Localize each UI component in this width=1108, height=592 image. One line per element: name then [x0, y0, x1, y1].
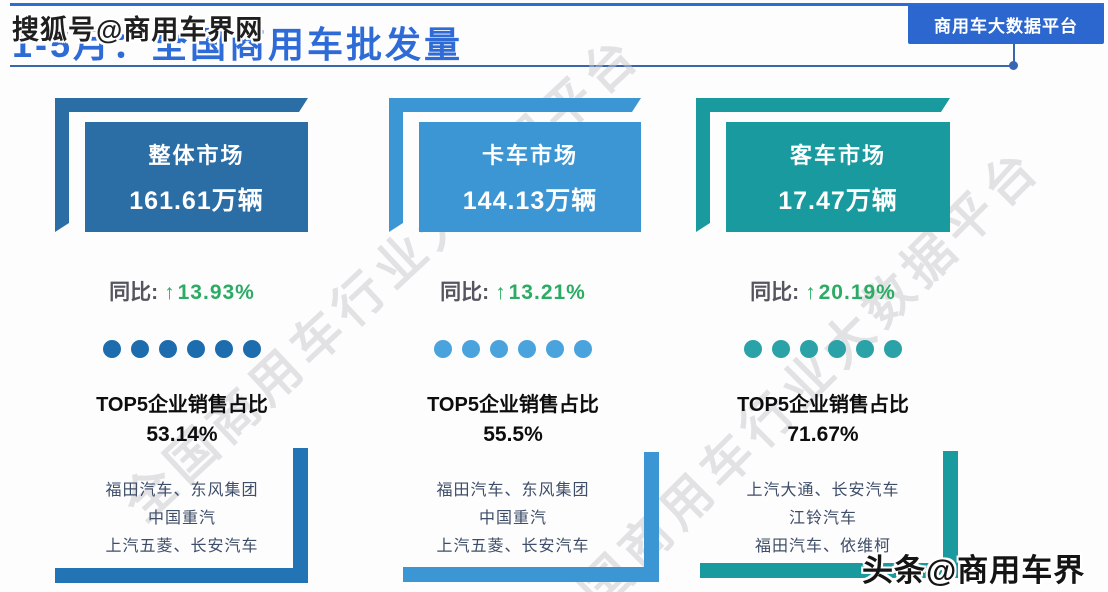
dot-icon: [462, 340, 480, 358]
top5-company-list: 上汽大通、长安汽车 江铃汽车 福田汽车、依维柯: [673, 477, 973, 561]
dot-icon: [103, 340, 121, 358]
platform-badge: 商用车大数据平台: [908, 5, 1104, 44]
column-truck: 同比: ↑ 13.21% TOP5企业销售占比 55.5% 福田汽车、东风集团 中国…: [363, 0, 663, 592]
market-name: 整体市场: [148, 142, 245, 168]
dot-icon: [490, 340, 508, 358]
top5-label: TOP5企业销售占比: [96, 394, 268, 416]
company-line: 福田汽车、东风集团: [436, 482, 590, 499]
top5-share: TOP5企业销售占比 71.67%: [673, 391, 973, 449]
yoy-row: 同比: ↑ 13.21%: [363, 276, 663, 306]
top5-value: 55.5%: [483, 423, 543, 446]
up-arrow-icon: ↑: [164, 281, 175, 304]
top-border-line: [10, 3, 1104, 6]
dot-icon: [243, 340, 261, 358]
dot-icon: [434, 340, 452, 358]
dot-icon: [828, 340, 846, 358]
bracket-right-bar: [644, 452, 659, 582]
dot-icon: [800, 340, 818, 358]
bracket-right-bar: [293, 448, 308, 583]
top5-company-list: 福田汽车、东风集团 中国重汽 上汽五菱、长安汽车: [363, 477, 663, 561]
dot-icon: [884, 340, 902, 358]
dot-icon: [518, 340, 536, 358]
watermark-souhu: 搜狐号@商用车界网: [12, 15, 264, 45]
market-card-truck: 卡车市场 144.13万辆: [389, 98, 641, 232]
column-bus: 同比: ↑ 20.19% TOP5企业销售占比 71.67% 上汽大通、长安汽车 江…: [673, 0, 973, 592]
market-volume: 144.13万辆: [462, 186, 598, 215]
yoy-label: 同比:: [750, 281, 800, 304]
dot-separator: [32, 340, 332, 358]
dot-separator: [673, 340, 973, 358]
company-line: 中国重汽: [478, 510, 547, 527]
market-volume: 161.61万辆: [129, 186, 264, 215]
company-line: 上汽五菱、长安汽车: [105, 538, 259, 555]
card-frame-top: [55, 98, 308, 112]
market-name: 客车市场: [789, 142, 886, 168]
title-underline: [10, 65, 1015, 67]
yoy-row: 同比: ↑ 20.19%: [673, 276, 973, 306]
card-body: 卡车市场 144.13万辆: [419, 122, 641, 232]
market-card-overall: 整体市场 161.61万辆: [55, 98, 308, 232]
card-frame-left: [55, 98, 69, 232]
corner-bracket-overall: [55, 448, 308, 583]
bracket-right-bar: [943, 451, 958, 578]
bracket-bottom-bar: [700, 563, 958, 578]
top5-value: 71.67%: [787, 423, 859, 446]
dot-icon: [574, 340, 592, 358]
yoy-row: 同比: ↑ 13.93%: [32, 276, 332, 306]
company-line: 福田汽车、依维柯: [754, 538, 891, 555]
dot-icon: [159, 340, 177, 358]
top5-company-list: 福田汽车、东风集团 中国重汽 上汽五菱、长安汽车: [32, 477, 332, 561]
dot-icon: [772, 340, 790, 358]
yoy-label: 同比:: [440, 281, 490, 304]
card-frame-top: [389, 98, 641, 112]
dot-icon: [215, 340, 233, 358]
up-arrow-icon: ↑: [495, 281, 506, 304]
top5-label: TOP5企业销售占比: [737, 394, 909, 416]
company-line: 上汽五菱、长安汽车: [436, 538, 590, 555]
card-frame-left: [389, 98, 403, 232]
market-name: 卡车市场: [481, 142, 578, 168]
yoy-value: 20.19%: [818, 281, 896, 304]
page-title: 1-5月：全国商用车批发量: [12, 24, 464, 65]
column-overall: 同比: ↑ 13.93% TOP5企业销售占比 53.14% 福田汽车、东风集团 中…: [32, 0, 332, 592]
yoy-value: 13.21%: [508, 281, 586, 304]
up-arrow-icon: ↑: [805, 281, 816, 304]
top5-share: TOP5企业销售占比 53.14%: [32, 391, 332, 449]
card-frame-top: [696, 98, 950, 112]
dot-icon: [744, 340, 762, 358]
badge-connector-line: [1013, 44, 1015, 66]
top5-label: TOP5企业销售占比: [427, 394, 599, 416]
company-line: 中国重汽: [147, 510, 216, 527]
company-line: 福田汽车、东风集团: [105, 482, 259, 499]
yoy-label: 同比:: [109, 281, 159, 304]
bracket-bottom-bar: [55, 568, 308, 583]
yoy-value: 13.93%: [177, 281, 255, 304]
watermark-toutiao: 头条@商用车界: [862, 553, 1086, 588]
card-frame-left: [696, 98, 710, 232]
dot-icon: [187, 340, 205, 358]
market-card-bus: 客车市场 17.47万辆: [696, 98, 950, 232]
badge-connector-dot: [1009, 61, 1018, 70]
dot-icon: [131, 340, 149, 358]
corner-bracket-bus: [700, 451, 958, 578]
dot-separator: [363, 340, 663, 358]
top5-share: TOP5企业销售占比 55.5%: [363, 391, 663, 449]
dot-icon: [546, 340, 564, 358]
market-volume: 17.47万辆: [778, 186, 898, 215]
dot-icon: [856, 340, 874, 358]
card-body: 整体市场 161.61万辆: [85, 122, 308, 232]
company-line: 上汽大通、长安汽车: [746, 482, 900, 499]
top5-value: 53.14%: [146, 423, 218, 446]
corner-bracket-truck: [403, 452, 659, 582]
company-line: 江铃汽车: [788, 510, 857, 527]
card-body: 客车市场 17.47万辆: [726, 122, 950, 232]
bracket-bottom-bar: [403, 567, 659, 582]
